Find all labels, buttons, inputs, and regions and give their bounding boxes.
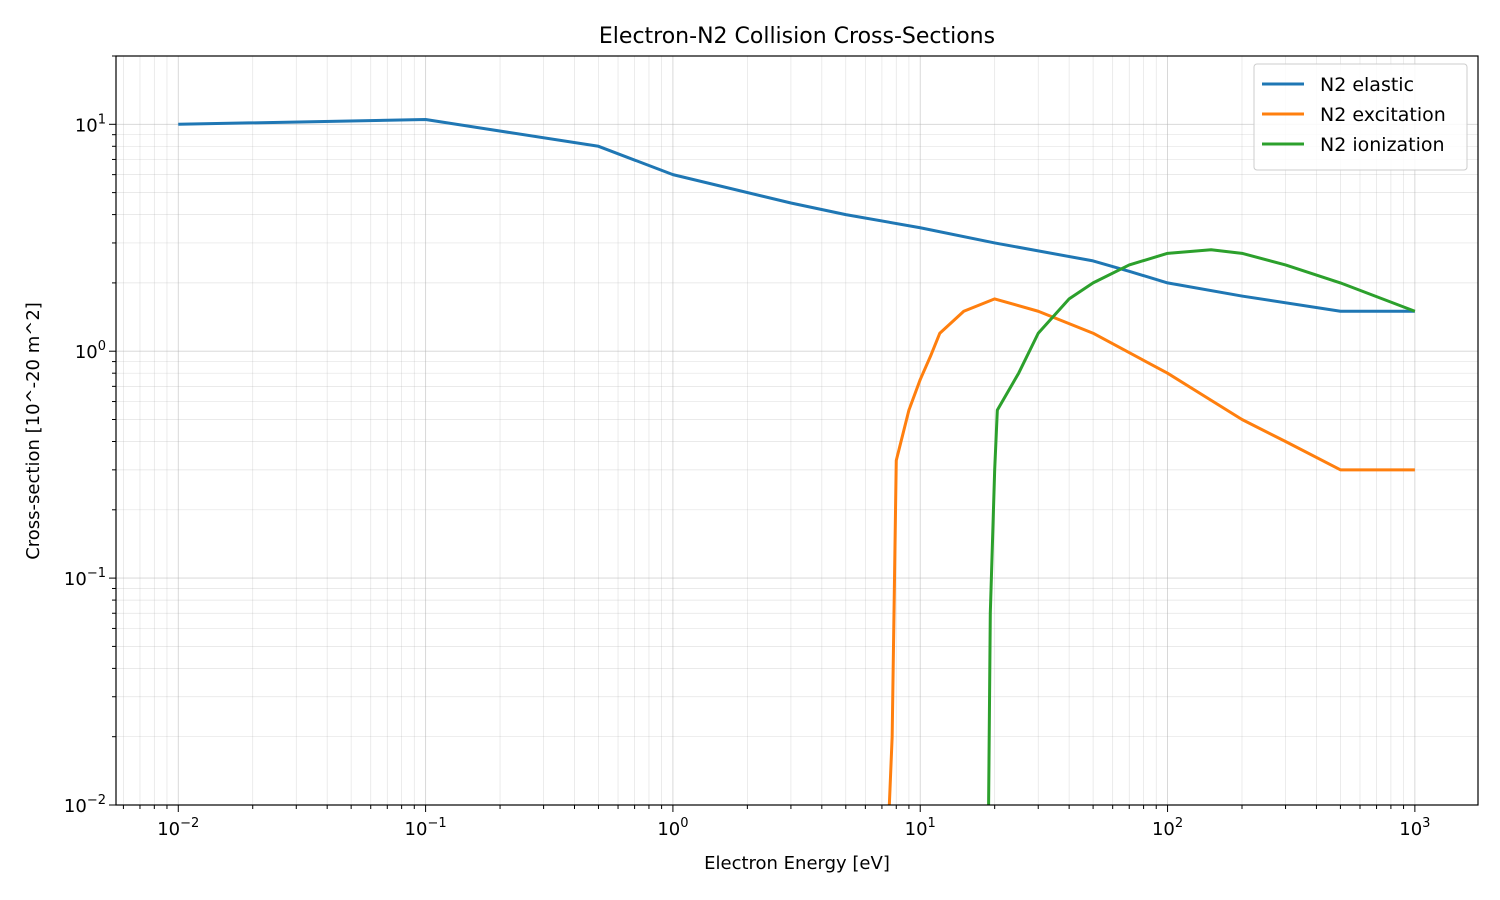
y-tick-label: 100 (75, 339, 106, 363)
series-line-n2-excitation (887, 297, 1415, 805)
grid (116, 55, 1478, 806)
legend-label: N2 ionization (1320, 134, 1445, 156)
series-line-n2-elastic (178, 118, 1415, 313)
x-tick-label: 103 (1399, 816, 1430, 840)
y-tick-label: 10−2 (64, 793, 106, 817)
y-tick-label: 10−1 (64, 566, 106, 590)
plot-frame (115, 55, 1479, 806)
series-line-n2-ionization (987, 248, 1416, 805)
chart-title: Electron-N2 Collision Cross-Sections (599, 24, 995, 49)
x-tick-label: 101 (905, 816, 936, 840)
series-layer (178, 118, 1416, 805)
legend-label: N2 excitation (1320, 104, 1446, 126)
y-axis-label: Cross-section [10^-20 m^2] (23, 302, 44, 560)
legend: N2 elastic N2 excitation N2 ionization (1253, 63, 1468, 171)
ticks: 10−2 10−1 100 101 102 103 10−2 10−1 100 101 (64, 55, 1430, 840)
x-tick-label: 102 (1152, 816, 1183, 840)
x-tick-label: 100 (657, 816, 688, 840)
legend-box (1253, 63, 1468, 171)
x-tick-label: 10−1 (405, 816, 447, 840)
x-axis-label: Electron Energy [eV] (704, 853, 890, 874)
x-tick-label: 10−2 (157, 816, 199, 840)
legend-label: N2 elastic (1320, 74, 1414, 96)
y-tick-label: 101 (75, 112, 106, 136)
